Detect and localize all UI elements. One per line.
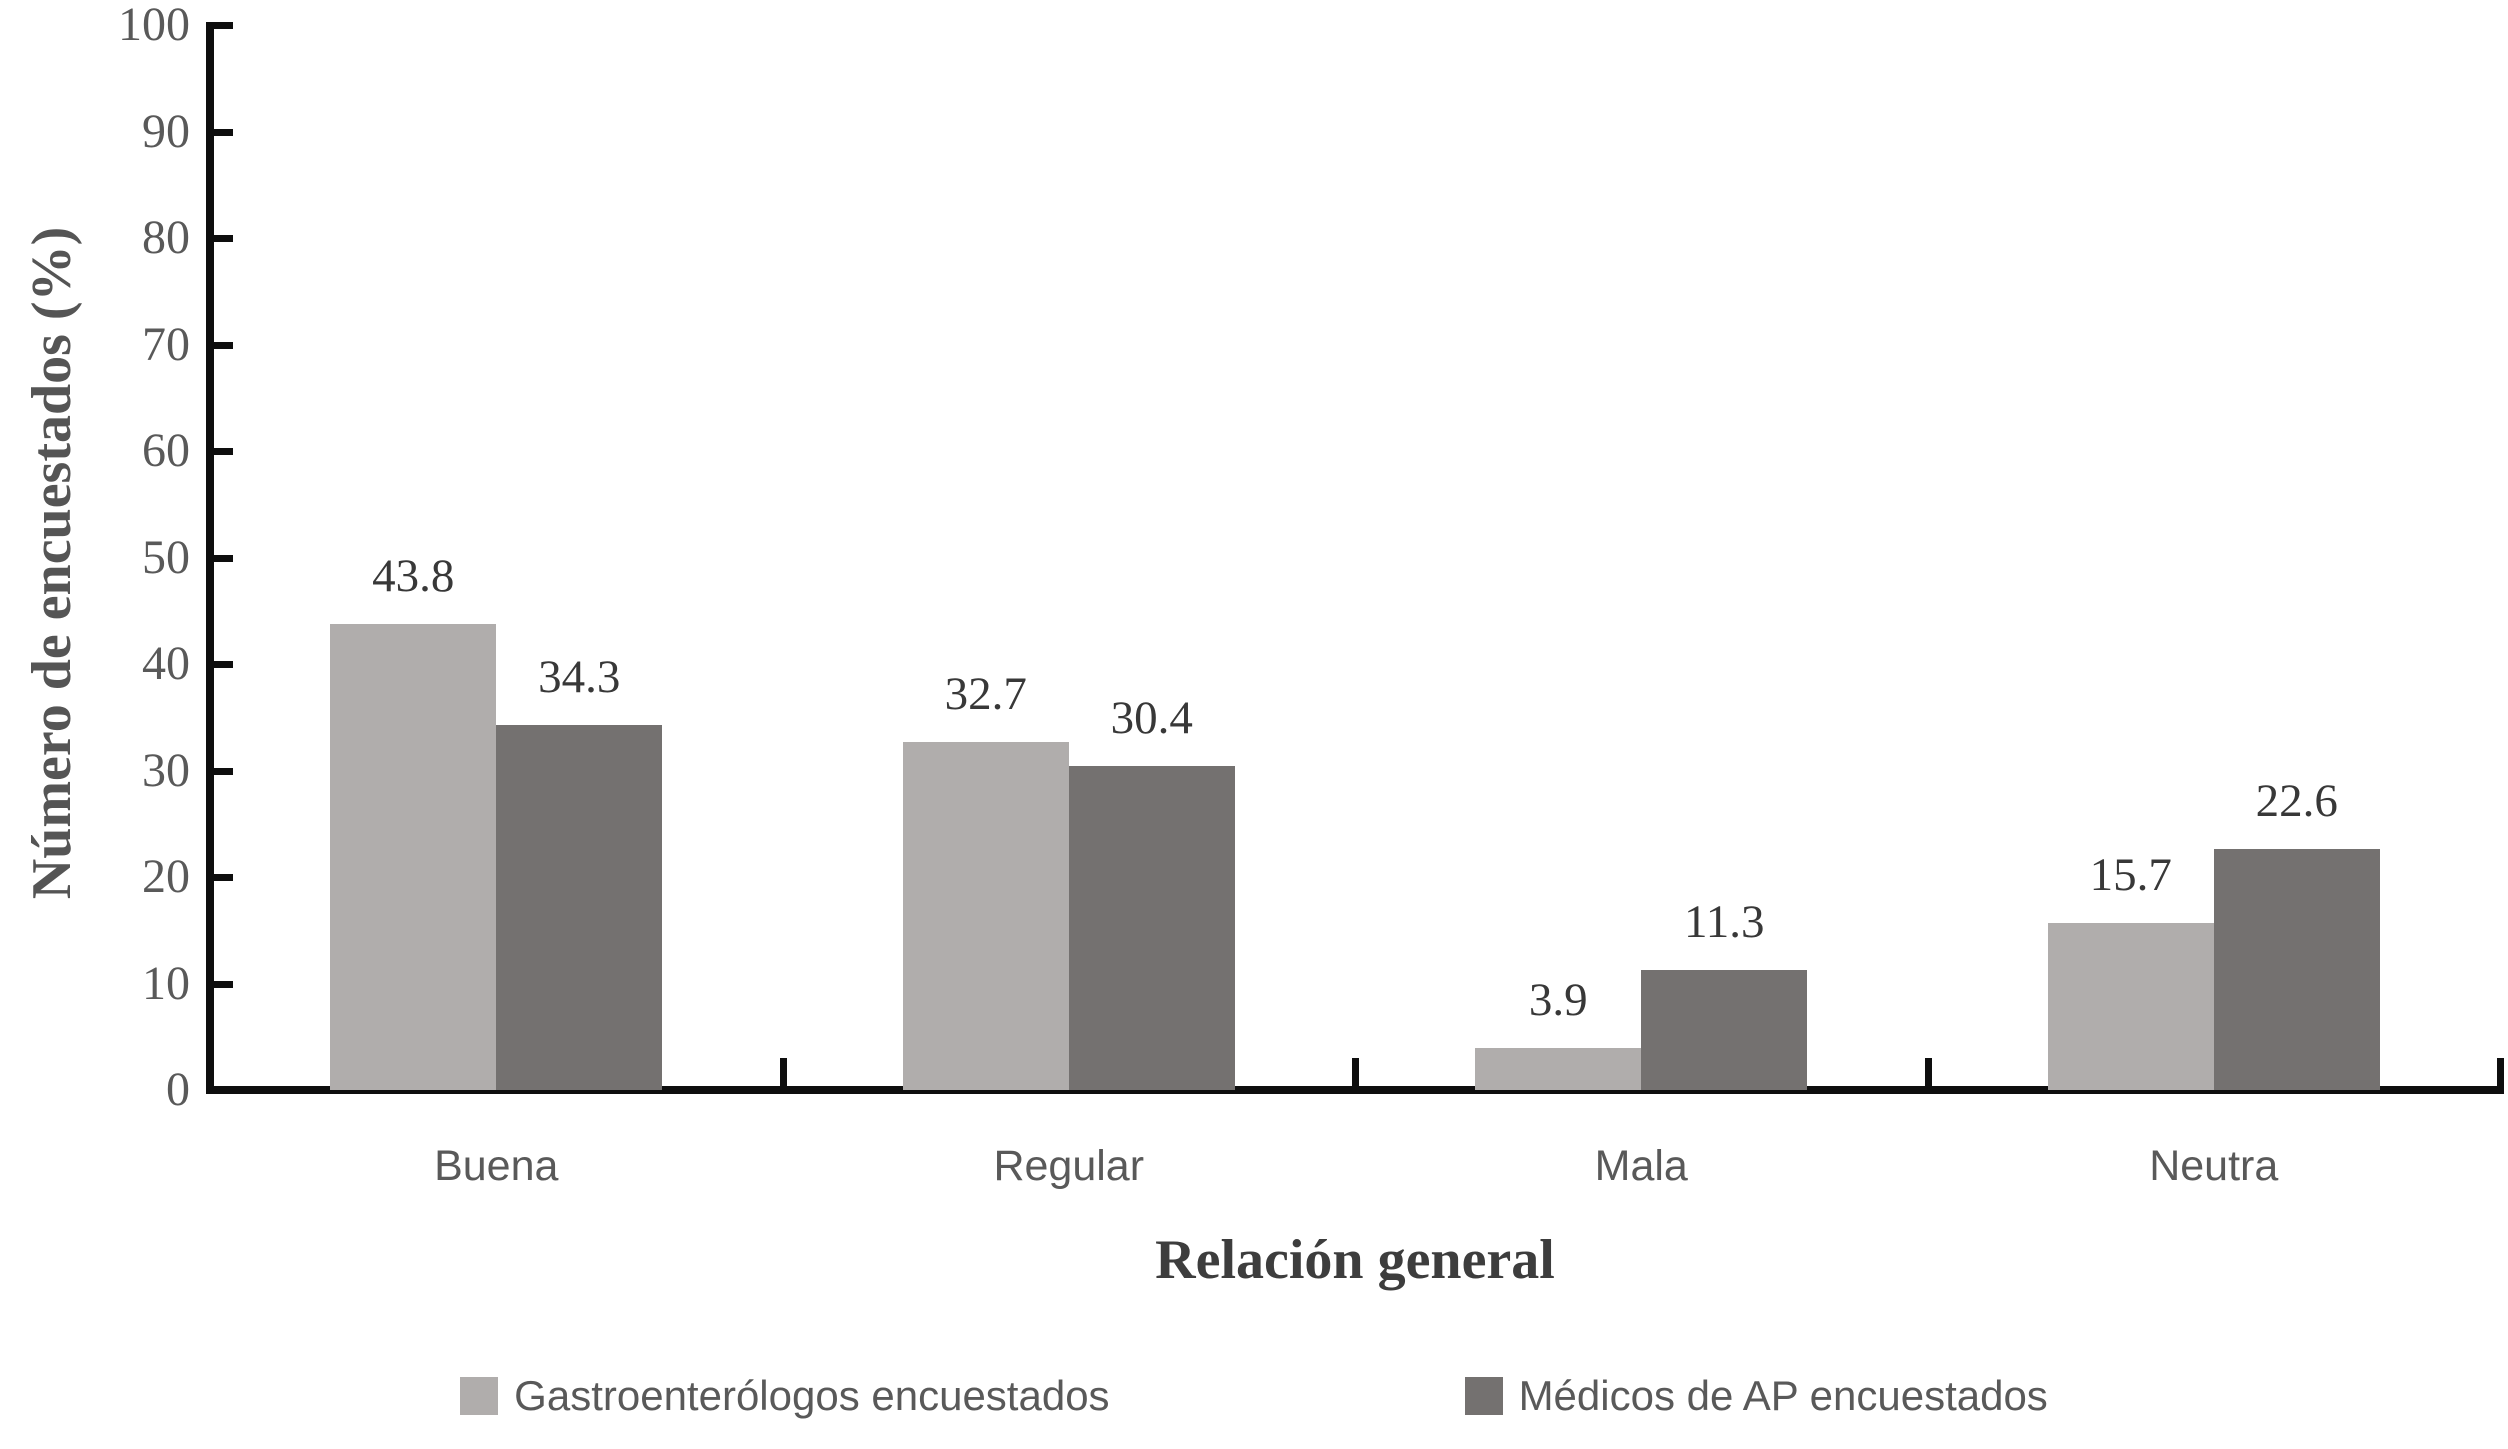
legend-swatch [1464,1377,1503,1415]
legend-label: Gastroenterólogos encuestados [514,1372,1110,1419]
bar-series2 [1641,969,1808,1090]
y-tick-label: 90 [142,104,190,158]
x-category-label: Regular [993,1142,1145,1190]
x-category-label: Neutra [2149,1142,2279,1190]
y-tick-label: 40 [142,637,190,690]
y-tick-label: 70 [142,317,190,371]
x-category-label: Mala [1594,1142,1688,1190]
x-axis-tick [1924,1058,1932,1086]
y-axis-line [206,22,214,1094]
bar-value-label: 30.4 [1110,692,1193,745]
y-tick-label: 30 [142,743,190,797]
legend-item: Médicos de AP encuestados [1464,1372,2048,1420]
bar-series2 [1068,766,1235,1090]
x-axis-tick [2497,1058,2504,1086]
bar-series1 [1475,1048,1642,1090]
bar-series1 [2047,922,2214,1090]
bar-value-label: 22.6 [2255,775,2338,828]
bar-value-label: 32.7 [944,667,1027,720]
x-axis-title: Relación general [1155,1229,1555,1291]
bar-value-label: 11.3 [1683,895,1765,948]
bar-value-label: 3.9 [1528,974,1588,1027]
y-axis-tick [214,448,233,455]
y-axis-tick [214,235,233,242]
y-axis-tick [214,980,233,988]
bar-series2 [2213,849,2380,1090]
y-axis-tick [214,128,233,136]
legend-swatch [460,1377,499,1415]
y-axis-tick [214,341,233,349]
bar-series1 [330,623,497,1090]
y-axis-tick [214,767,233,775]
x-axis-line [206,1086,2504,1094]
y-tick-label: 0 [166,1063,190,1116]
y-axis-tick [214,554,233,562]
legend-item: Gastroenterólogos encuestados [460,1372,1110,1420]
y-axis-tick [214,661,233,668]
x-axis-tick [779,1058,787,1086]
x-category-label: Buena [434,1142,559,1190]
bar-series2 [496,724,663,1090]
bar-value-label: 15.7 [2089,848,2172,901]
y-axis-tick [214,874,233,881]
bar-series1 [902,741,1069,1090]
y-tick-label: 10 [142,956,190,1010]
legend-label: Médicos de AP encuestados [1518,1372,2048,1419]
y-tick-label: 20 [142,850,190,903]
y-tick-label: 100 [118,0,190,51]
y-tick-label: 60 [142,424,190,477]
y-axis-tick [214,22,233,29]
bar-value-label: 34.3 [538,650,621,703]
y-tick-label: 50 [142,530,190,584]
y-tick-label: 80 [142,211,190,264]
bar-value-label: 43.8 [372,549,455,602]
x-axis-tick [1352,1058,1359,1086]
legend: Gastroenterólogos encuestados Médicos de … [0,1372,2508,1420]
